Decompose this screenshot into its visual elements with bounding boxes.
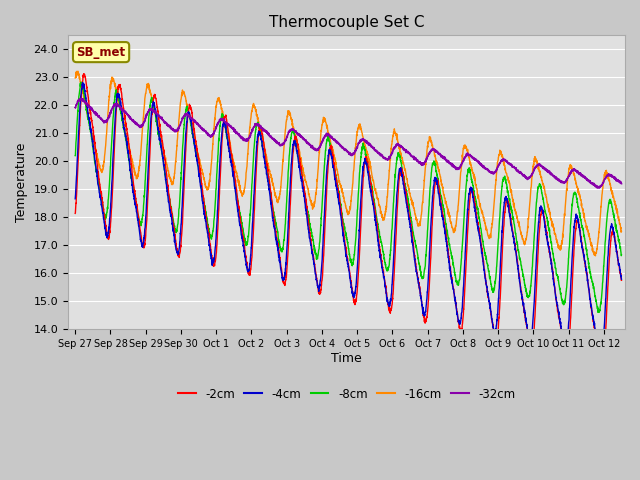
-8cm [305, 214, 312, 220]
-32cm [281, 138, 289, 144]
-8cm [72, 153, 79, 158]
-4cm [281, 270, 289, 276]
-2cm [72, 211, 79, 216]
-4cm [548, 267, 556, 273]
-16cm [607, 185, 615, 191]
Line: -16cm: -16cm [76, 71, 621, 256]
-32cm [305, 142, 312, 147]
-16cm [166, 176, 174, 181]
-32cm [548, 171, 556, 177]
-16cm [618, 228, 625, 234]
-2cm [281, 283, 289, 288]
X-axis label: Time: Time [332, 351, 362, 364]
-2cm [607, 233, 615, 239]
-4cm [79, 80, 86, 85]
-8cm [607, 201, 615, 206]
-16cm [305, 192, 312, 197]
-16cm [72, 75, 79, 81]
-2cm [305, 221, 312, 227]
-32cm [618, 181, 625, 187]
-4cm [72, 196, 79, 202]
-16cm [281, 133, 289, 139]
Line: -4cm: -4cm [76, 83, 621, 359]
-8cm [77, 79, 85, 85]
Line: -8cm: -8cm [76, 82, 621, 312]
-2cm [80, 71, 88, 77]
Title: Thermocouple Set C: Thermocouple Set C [269, 15, 424, 30]
-32cm [166, 123, 174, 129]
-4cm [618, 276, 625, 282]
Legend: -2cm, -4cm, -8cm, -16cm, -32cm: -2cm, -4cm, -8cm, -16cm, -32cm [173, 383, 520, 405]
-8cm [281, 228, 289, 234]
-8cm [134, 211, 141, 216]
-4cm [166, 207, 174, 213]
-8cm [618, 252, 625, 258]
-8cm [166, 199, 174, 205]
-16cm [134, 174, 141, 180]
-2cm [134, 210, 141, 216]
-16cm [74, 68, 82, 74]
-2cm [166, 201, 174, 207]
Line: -2cm: -2cm [76, 74, 621, 369]
-16cm [591, 253, 599, 259]
-16cm [548, 220, 556, 226]
-4cm [134, 217, 141, 223]
-4cm [607, 224, 615, 230]
Text: SB_met: SB_met [77, 46, 125, 59]
-4cm [305, 226, 312, 232]
-4cm [597, 356, 605, 361]
-2cm [618, 277, 625, 283]
Y-axis label: Temperature: Temperature [15, 143, 28, 222]
-32cm [593, 185, 601, 191]
-32cm [134, 122, 141, 128]
Line: -32cm: -32cm [76, 98, 621, 188]
-8cm [548, 246, 556, 252]
-8cm [594, 310, 602, 315]
-2cm [548, 266, 556, 272]
-32cm [72, 105, 79, 110]
-32cm [607, 173, 615, 179]
-32cm [78, 96, 86, 101]
-2cm [598, 366, 605, 372]
